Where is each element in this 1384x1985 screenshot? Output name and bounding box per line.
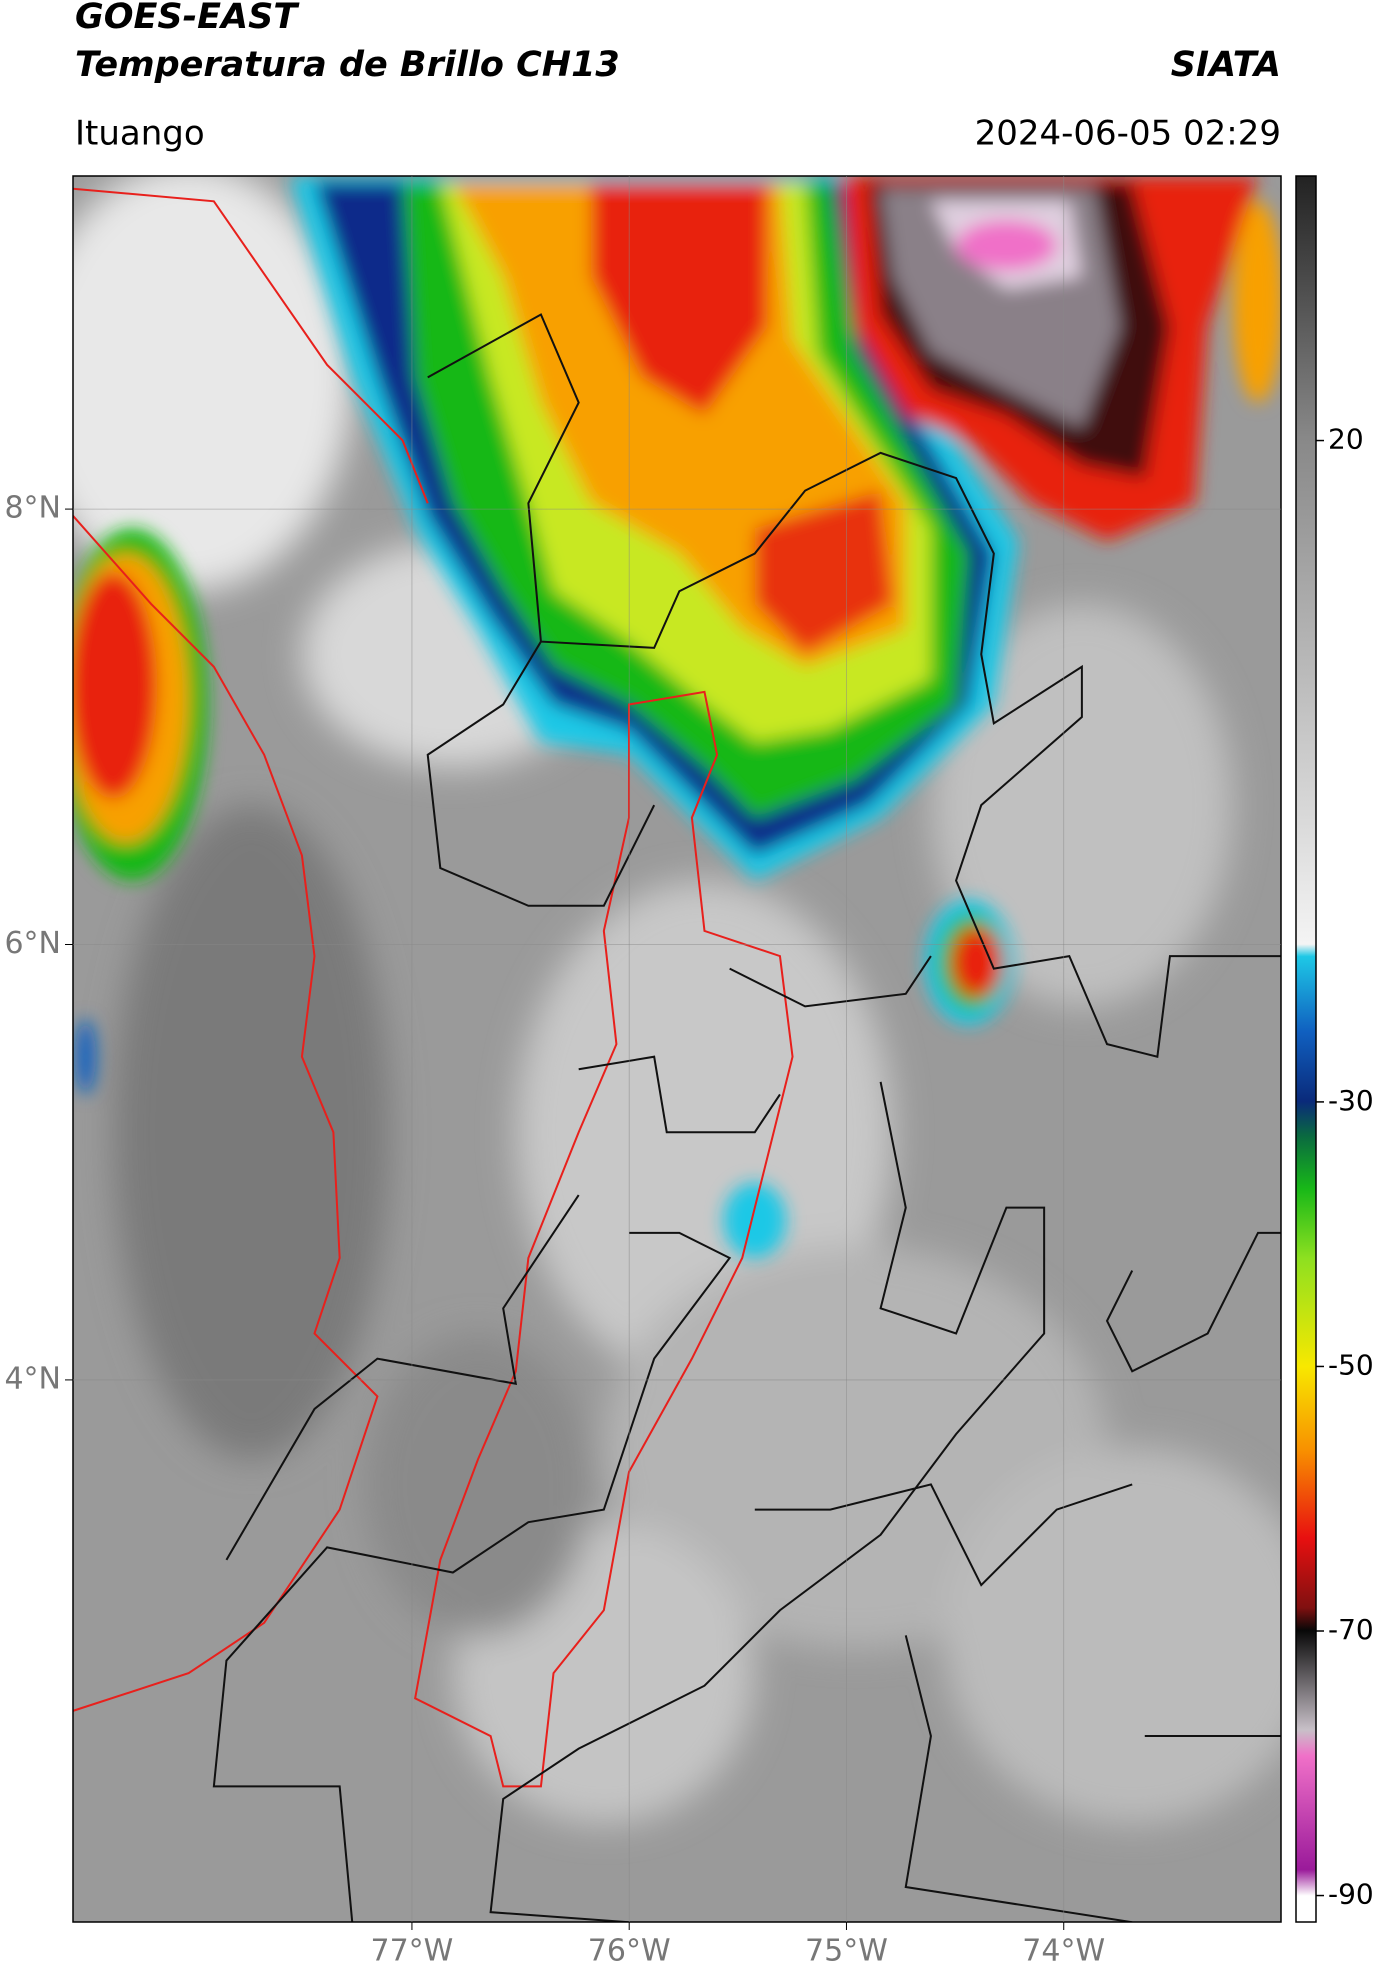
colorbar-tick-label: -30 [1328,1084,1374,1117]
y-tick-label: 4°N [4,1361,61,1396]
source: SIATA [1171,45,1281,85]
datetime: 2024-06-05 02:29 [975,114,1281,154]
x-tick-label: 75°W [805,1934,888,1969]
x-tick-label: 74°W [1022,1934,1105,1969]
colorbar [1295,175,1317,1923]
location: Ituango [75,114,205,154]
y-tick-label: 6°N [4,926,61,961]
colorbar-tick-label: -70 [1328,1613,1374,1646]
x-tick-label: 77°W [371,1934,454,1969]
title: GOES-EAST [75,0,300,37]
satellite-image [73,176,1281,1922]
map-frame [72,175,1282,1923]
subtitle: Temperatura de Brillo CH13 [75,45,620,85]
colorbar-tick-label: -50 [1328,1348,1374,1381]
y-tick-label: 8°N [4,491,61,526]
x-tick-label: 76°W [588,1934,671,1969]
colorbar-tick-label: 20 [1328,423,1364,456]
colorbar-tick-label: -90 [1328,1878,1374,1911]
